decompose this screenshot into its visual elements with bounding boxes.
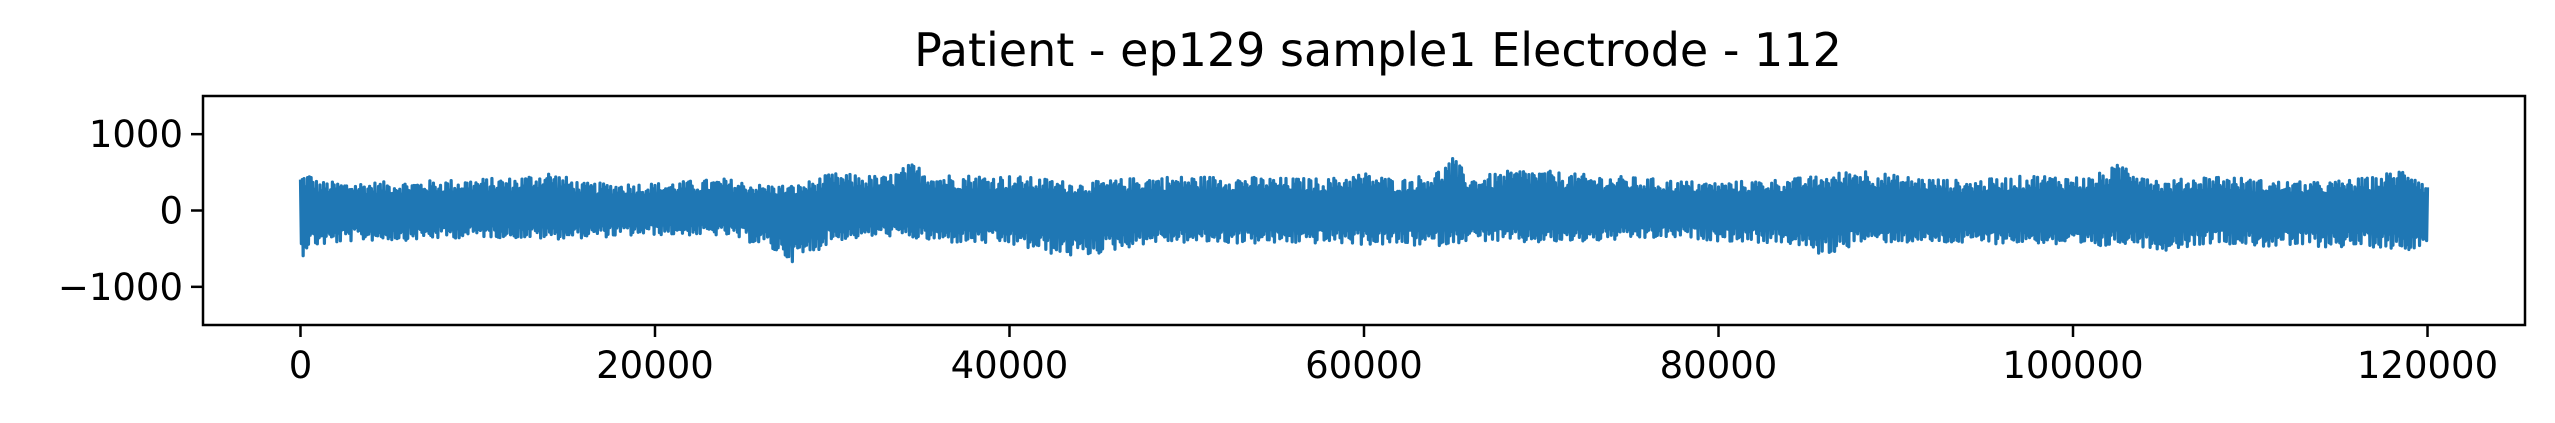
x-tick-label: 20000 [596, 344, 714, 387]
series-line [298, 157, 2430, 264]
x-tick-label: 40000 [951, 344, 1069, 387]
x-tick-label: 0 [289, 344, 313, 387]
y-tick-label: −1000 [58, 266, 183, 309]
series-layer [298, 157, 2430, 264]
axes-layer: 0 20000 40000 60000 80000 100000 120000 1000 0 −1… [58, 94, 2527, 387]
chart-title: Patient - ep129 sample1 Electrode - 112 [914, 23, 1842, 77]
x-tick-label: 100000 [2002, 344, 2143, 387]
y-tick-label: 0 [159, 190, 183, 233]
y-tick-label: 1000 [89, 113, 183, 156]
x-tick-label: 80000 [1660, 344, 1778, 387]
x-tick-label: 60000 [1305, 344, 1423, 387]
x-tick-label: 120000 [2357, 344, 2498, 387]
